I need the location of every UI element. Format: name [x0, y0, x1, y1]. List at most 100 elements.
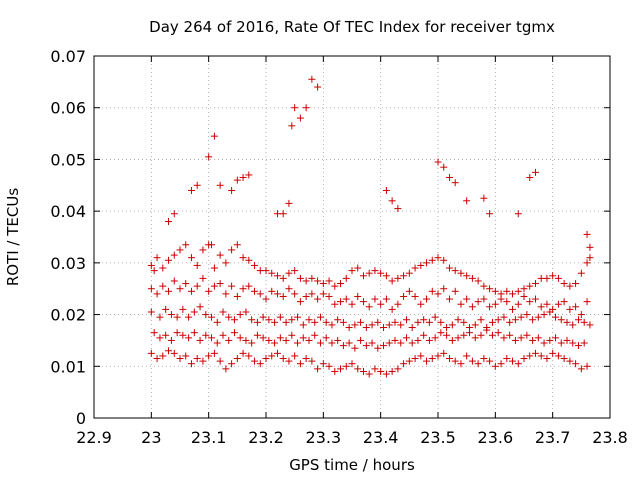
data-point [574, 342, 582, 350]
data-point [566, 357, 574, 365]
data-point [380, 342, 388, 350]
data-point [294, 313, 302, 321]
data-point [147, 285, 155, 293]
data-point [382, 186, 390, 194]
x-axis-label: GPS time / hours [289, 456, 415, 474]
data-point [388, 367, 396, 375]
data-point [586, 321, 594, 329]
y-tick-label: 0.05 [50, 150, 86, 169]
data-point [147, 308, 155, 316]
data-point [256, 360, 264, 368]
data-point [517, 334, 525, 342]
data-point [560, 298, 568, 306]
data-point [563, 336, 571, 344]
data-point [296, 274, 304, 282]
data-point [279, 355, 287, 363]
data-point [552, 313, 560, 321]
data-point [190, 308, 198, 316]
x-tick-labels: 22.9 23 23.1 23.2 23.3 23.4 23.5 23.6 23.7 23.8 [76, 428, 628, 447]
data-point [245, 256, 253, 264]
data-point [185, 313, 193, 321]
data-point [167, 336, 175, 344]
data-point [423, 357, 431, 365]
data-point [210, 349, 218, 357]
data-point [193, 282, 201, 290]
data-point [457, 269, 465, 277]
data-point [494, 316, 502, 324]
data-point [362, 324, 370, 331]
data-point [354, 292, 362, 300]
y-tick-label: 0.03 [50, 254, 86, 273]
data-point [408, 339, 416, 347]
data-point [374, 344, 382, 352]
data-point [371, 295, 379, 303]
data-point [486, 303, 494, 311]
data-point [480, 355, 488, 363]
data-point [193, 261, 201, 269]
data-point [443, 324, 451, 331]
data-point [251, 287, 259, 295]
data-point [583, 362, 591, 370]
data-point [523, 311, 531, 319]
data-point [156, 334, 164, 342]
data-point [580, 318, 588, 326]
data-point [228, 360, 236, 368]
data-point [423, 259, 431, 267]
data-point [526, 282, 534, 290]
y-tick-label: 0.04 [50, 202, 86, 221]
data-point [572, 360, 580, 368]
data-point [193, 355, 201, 363]
y-tick-label: 0.06 [50, 99, 86, 118]
data-point [233, 292, 241, 300]
data-point [554, 352, 562, 360]
data-point [382, 370, 390, 378]
data-point [305, 316, 313, 324]
data-point [468, 357, 476, 365]
data-point [391, 318, 399, 326]
data-point [147, 349, 155, 357]
data-point [170, 210, 178, 218]
data-point [402, 316, 410, 324]
data-point [471, 334, 479, 342]
data-point [477, 331, 485, 339]
data-point [279, 210, 287, 218]
data-point [566, 305, 574, 313]
data-point [288, 331, 296, 339]
data-point [577, 269, 585, 277]
data-point [428, 256, 436, 264]
data-point [425, 318, 433, 326]
data-point [276, 313, 284, 321]
data-point [179, 305, 187, 313]
data-point [397, 339, 405, 347]
data-point [554, 274, 562, 282]
data-point [457, 360, 465, 368]
data-point [150, 267, 158, 275]
data-point [500, 313, 508, 321]
data-point [514, 360, 522, 368]
data-point [299, 334, 307, 342]
data-point [279, 274, 287, 282]
data-point [276, 334, 284, 342]
data-point [374, 318, 382, 326]
data-point [337, 280, 345, 288]
data-point [305, 336, 313, 344]
data-point [405, 287, 413, 295]
data-point [259, 334, 267, 342]
data-point [440, 256, 448, 264]
data-point [216, 181, 224, 189]
data-point [228, 282, 236, 290]
data-point [454, 334, 462, 342]
data-point [448, 336, 456, 344]
data-point [417, 261, 425, 269]
data-point [334, 316, 342, 324]
data-point [248, 339, 256, 347]
data-point [368, 339, 376, 347]
data-point [445, 295, 453, 303]
data-point [170, 277, 178, 285]
data-point [377, 269, 385, 277]
data-point [506, 331, 514, 339]
data-point [196, 303, 204, 311]
data-point [552, 334, 560, 342]
data-point [196, 336, 204, 344]
data-point [468, 303, 476, 311]
